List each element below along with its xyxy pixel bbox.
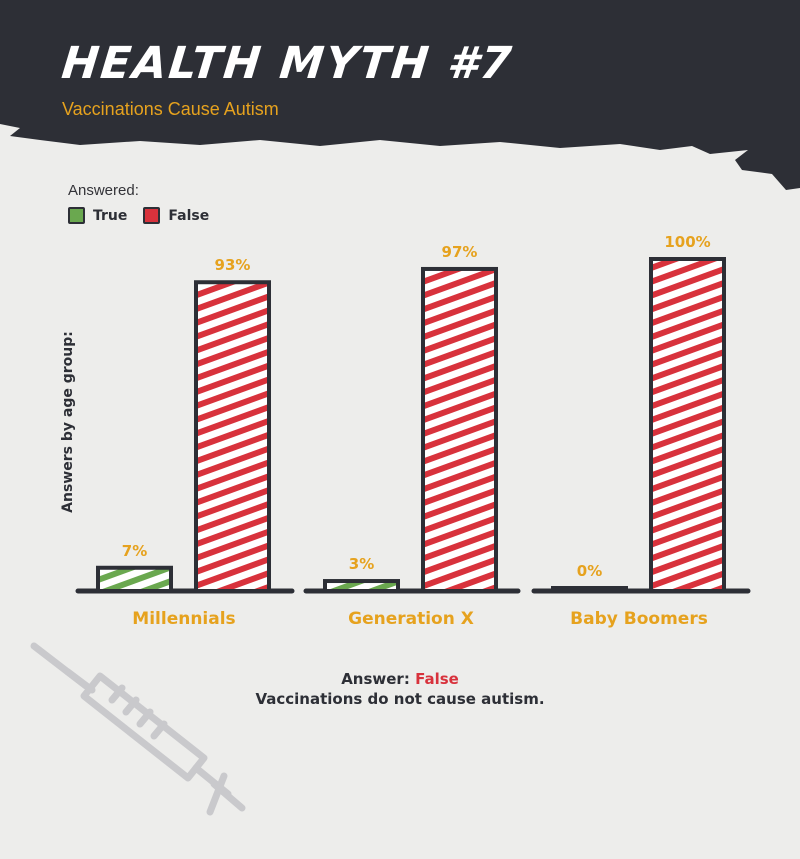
- answer-prefix: Answer:: [341, 670, 410, 688]
- header-banner: [0, 0, 800, 190]
- data-label: 7%: [122, 542, 147, 560]
- legend-swatch-false: [143, 207, 161, 224]
- legend-item-false: False: [143, 207, 209, 224]
- bar-false-1: [421, 266, 498, 593]
- legend-label-false: False: [168, 207, 210, 224]
- legend-label-true: True: [93, 207, 128, 224]
- answer-value: False: [415, 670, 459, 688]
- legend-title: Answered:: [68, 182, 139, 199]
- category-label: Baby Boomers: [570, 609, 708, 629]
- legend-swatch-true: [68, 207, 85, 224]
- legend-item-true: True: [68, 207, 127, 224]
- bar-true-1: [323, 579, 400, 593]
- bar-chart: Answers by age group: Millennials 7% 93% Gen…: [60, 233, 751, 629]
- data-label: 3%: [349, 555, 374, 573]
- bar-false-0: [194, 280, 271, 593]
- data-label: 0%: [577, 562, 602, 580]
- bar-true-2: [551, 586, 628, 593]
- category-label: Millennials: [132, 609, 235, 629]
- y-axis-label: Answers by age group:: [60, 331, 76, 513]
- data-label: 97%: [442, 243, 478, 261]
- bar-true-0: [96, 565, 173, 594]
- page-subtitle: Vaccinations Cause Autism: [62, 99, 279, 119]
- answer-explanation: Vaccinations do not cause autism.: [255, 690, 545, 708]
- data-label: 93%: [215, 256, 251, 274]
- category-label: Generation X: [348, 609, 474, 629]
- answer-line: Answer: False: [0, 670, 800, 688]
- bar-false-2: [649, 257, 726, 593]
- legend: Answered: True False: [68, 182, 225, 224]
- syringe-icon: [30, 642, 246, 816]
- data-label: 100%: [664, 233, 710, 251]
